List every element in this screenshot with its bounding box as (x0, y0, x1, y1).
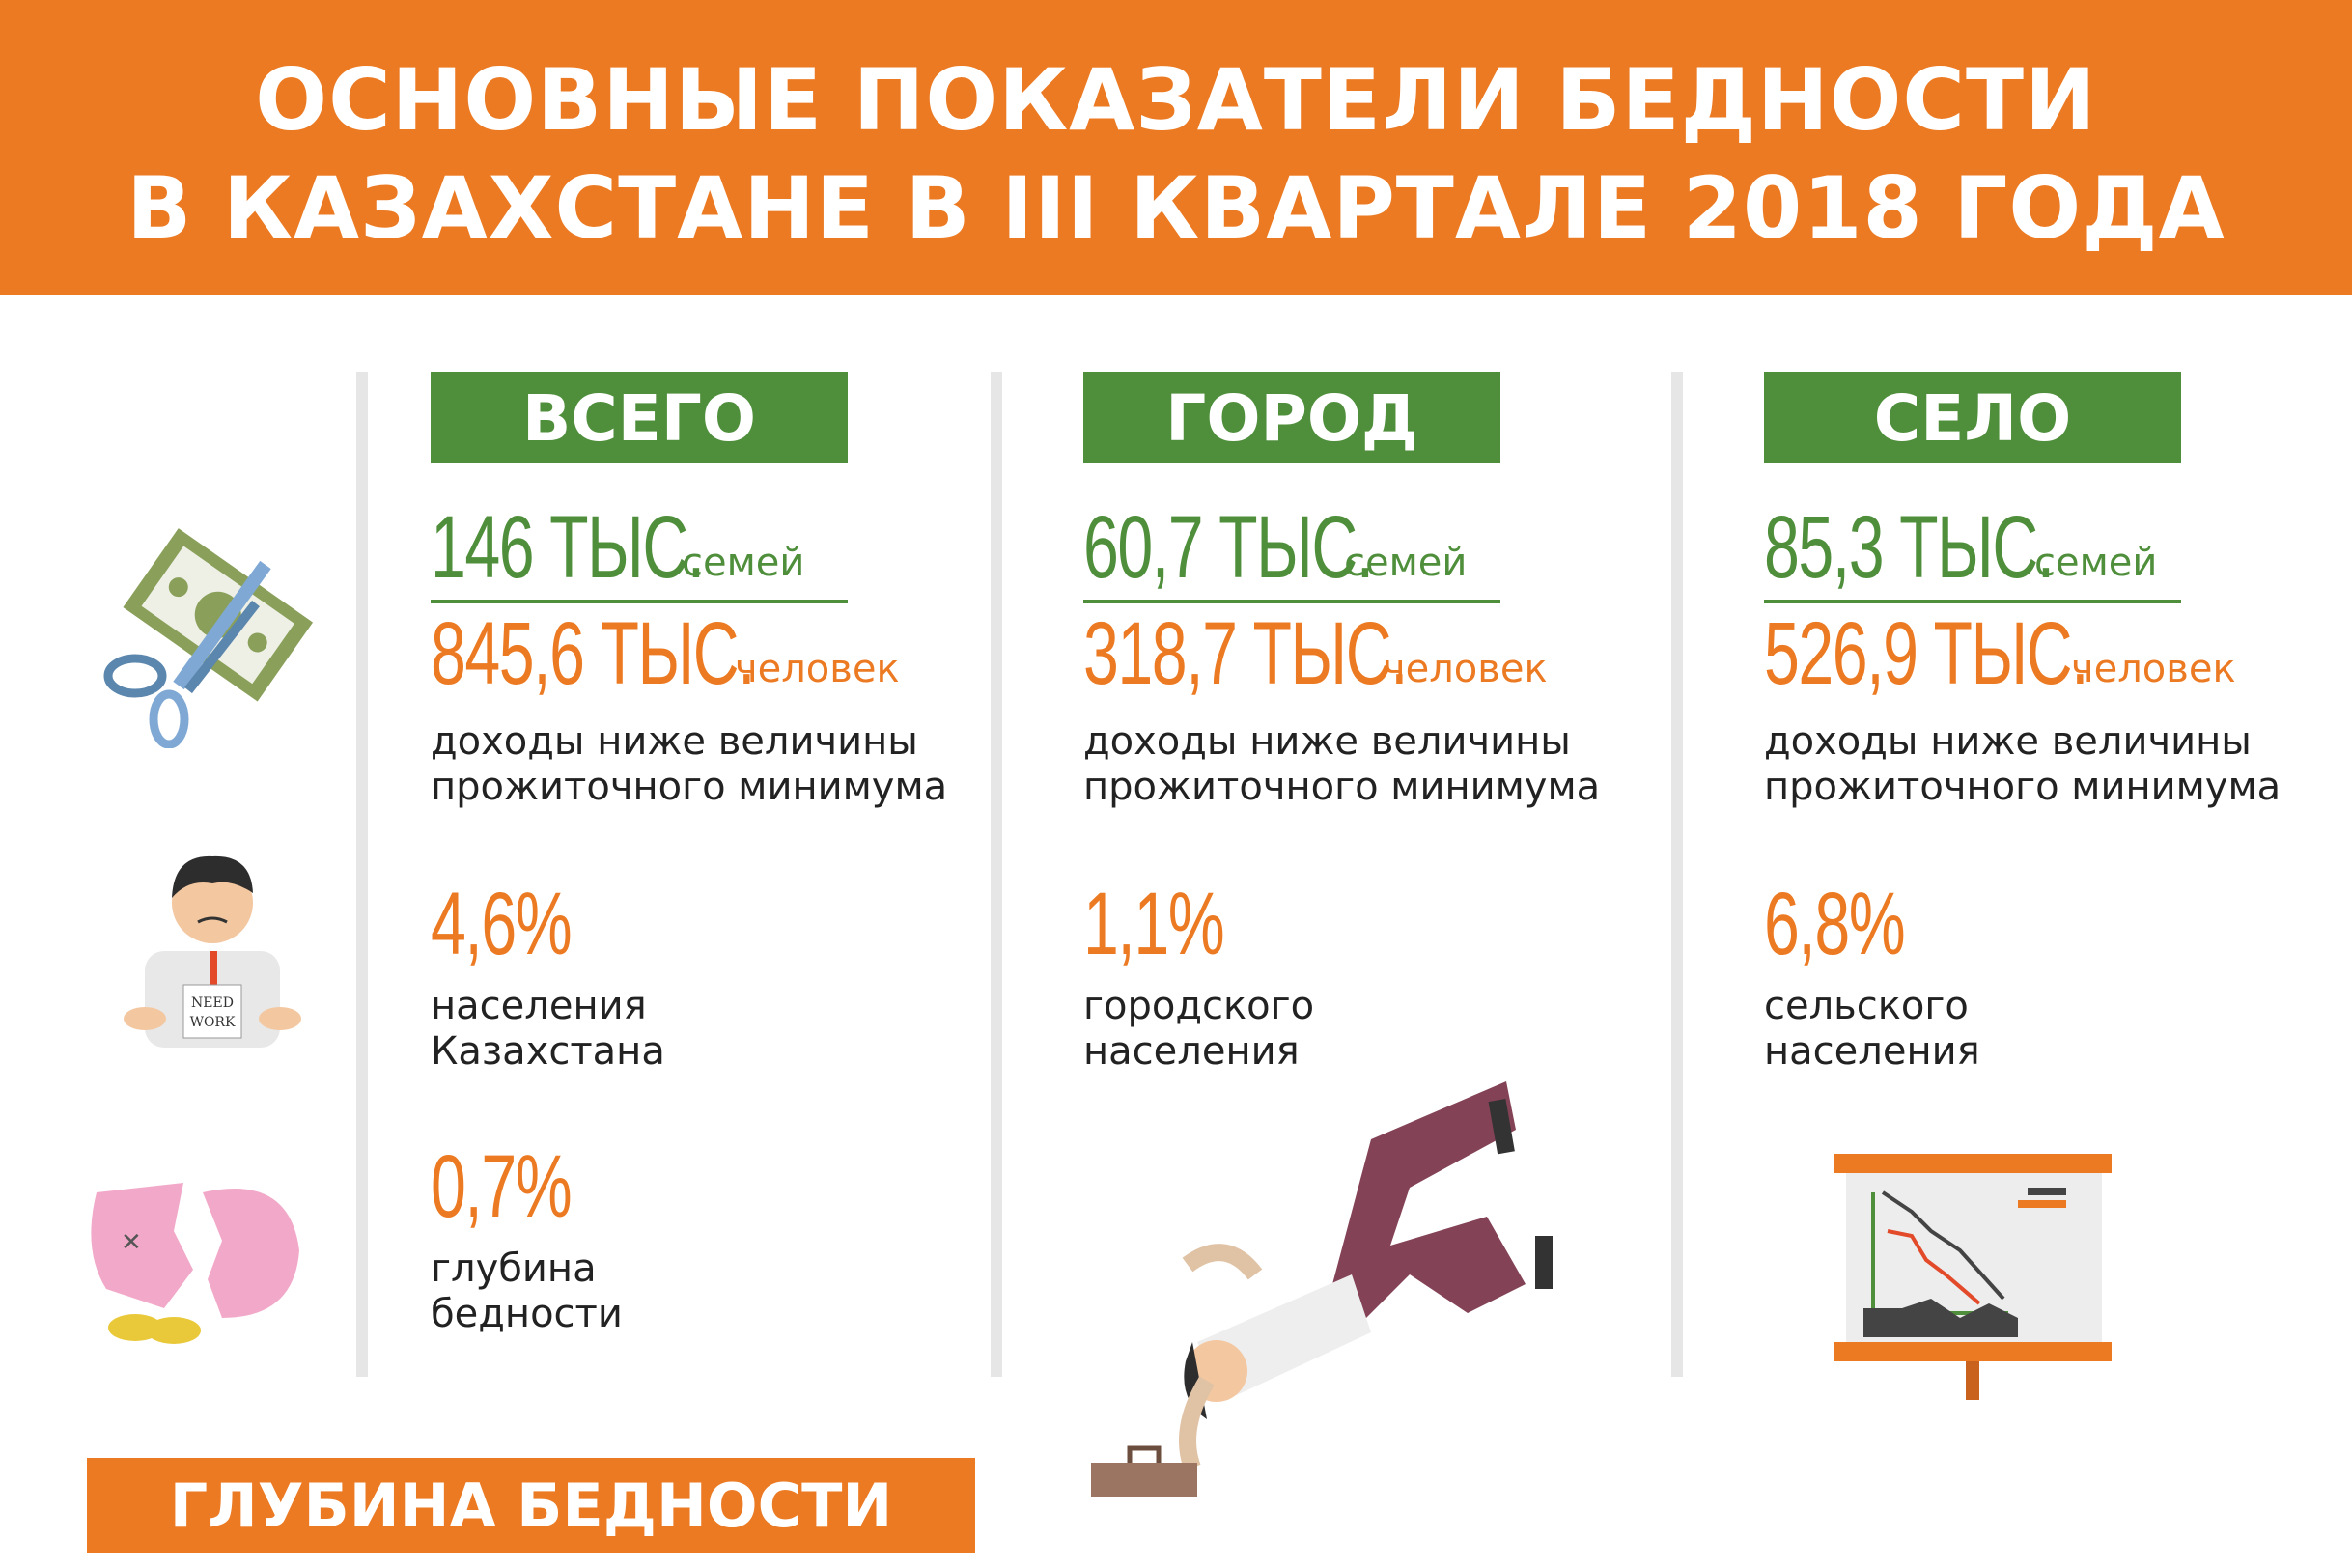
families-unit: семей (682, 541, 805, 585)
title-line-1: ОСНОВНЫЕ ПОКАЗАТЕЛИ БЕДНОСТИ (255, 50, 2097, 150)
people-unit: человек (2071, 647, 2236, 691)
families-unit: семей (2034, 541, 2158, 585)
share-desc-2: населения (1764, 1029, 1980, 1074)
declining-chart-board-icon (1834, 1154, 2112, 1400)
category-label: ГОРОД (1083, 372, 1500, 463)
svg-text:✕: ✕ (121, 1228, 142, 1257)
separator-line (1764, 600, 2181, 603)
share-desc-1: городского (1083, 984, 1315, 1028)
depth-desc-1: глубина (431, 1246, 597, 1291)
share-desc-2: Казахстана (431, 1029, 665, 1074)
people-value: 845,6 ТЫС. (431, 604, 756, 703)
people-unit: человек (735, 647, 900, 691)
need-work-man-icon: NEED WORK (124, 855, 301, 1048)
category-label: ВСЕГО (431, 372, 848, 463)
separator-line (1083, 600, 1500, 603)
need-work-sign: NEED (191, 995, 234, 1011)
people-value: 526,9 ТЫС. (1764, 604, 2089, 703)
share-value: 1,1% (1083, 875, 1225, 973)
families-value: 146 ТЫС. (431, 498, 705, 597)
income-desc-2: прожиточного минимума (431, 765, 948, 809)
share-desc-2: населения (1083, 1029, 1300, 1074)
income-desc-2: прожиточного минимума (1764, 765, 2282, 809)
category-label: СЕЛО (1764, 372, 2181, 463)
depth-value: 0,7% (431, 1137, 573, 1236)
share-desc-1: сельского (1764, 984, 1969, 1028)
poverty-depth-banner: ГЛУБИНА БЕДНОСТИ (87, 1458, 975, 1553)
divider (356, 372, 368, 1377)
people-value: 318,7 ТЫС. (1083, 604, 1409, 703)
separator-line (431, 600, 848, 603)
broken-piggy-bank-icon: ✕ (91, 1183, 299, 1344)
share-value: 4,6% (431, 875, 573, 973)
share-value: 6,8% (1764, 875, 1906, 973)
depth-desc-2: бедности (431, 1292, 623, 1336)
column-village: СЕЛО 85,3 ТЫС. семей 526,9 ТЫС. человек … (1764, 372, 2352, 1074)
people-unit: человек (1383, 647, 1548, 691)
title-line-2: В КАЗАХСТАНЕ В III КВАРТАЛЕ 2018 ГОДА (126, 158, 2226, 258)
income-desc-1: доходы ниже величины (431, 719, 918, 764)
svg-text:WORK: WORK (190, 1015, 236, 1030)
divider (1671, 372, 1683, 1377)
divider (991, 372, 1002, 1377)
income-desc-2: прожиточного минимума (1083, 765, 1601, 809)
families-value: 60,7 ТЫС. (1083, 498, 1374, 597)
falling-man-icon (1091, 1081, 1553, 1497)
income-desc-1: доходы ниже величины (1764, 719, 2252, 764)
families-value: 85,3 ТЫС. (1764, 498, 2055, 597)
scissors-money-icon (103, 528, 314, 748)
column-total: ВСЕГО 146 ТЫС. семей 845,6 ТЫС. человек … (431, 372, 1049, 1336)
share-desc-1: населения (431, 984, 647, 1028)
column-city: ГОРОД 60,7 ТЫС. семей 318,7 ТЫС. человек… (1083, 372, 1701, 1074)
header-banner: ОСНОВНЫЕ ПОКАЗАТЕЛИ БЕДНОСТИ В КАЗАХСТАН… (0, 0, 2352, 295)
families-unit: семей (1344, 541, 1468, 585)
income-desc-1: доходы ниже величины (1083, 719, 1571, 764)
